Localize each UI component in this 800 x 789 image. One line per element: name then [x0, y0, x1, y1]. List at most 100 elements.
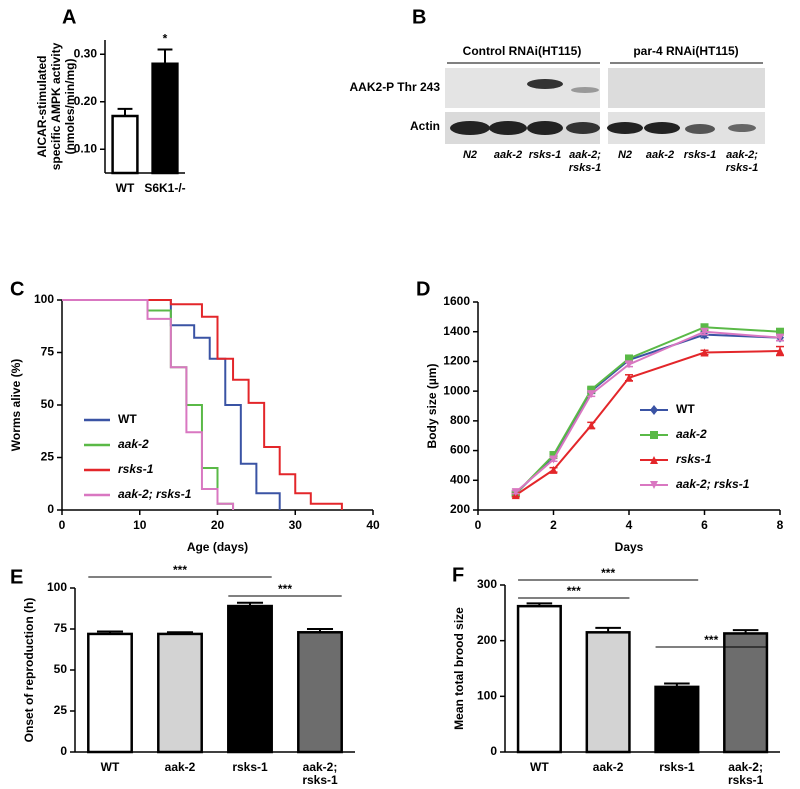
bar: [297, 631, 343, 754]
y-tick-label: 600: [450, 443, 470, 457]
x-tick-label: S6K1-/-: [144, 181, 185, 195]
x-tick-label: 30: [289, 518, 303, 532]
blot-band: [644, 122, 680, 134]
blot-band: [685, 124, 715, 134]
blot-band: [450, 121, 490, 135]
y-axis-label: specific AMPK activity: [49, 42, 63, 170]
y-tick-label: 1600: [443, 294, 470, 308]
legend-label: rsks-1: [118, 462, 154, 476]
x-tick-label: rsks-1: [659, 760, 695, 774]
y-tick-label: 1400: [443, 324, 470, 338]
y-axis-label: Worms alive (%): [9, 359, 23, 451]
lane-label: aak-2; rsks-1: [569, 149, 601, 174]
legend-label: rsks-1: [676, 452, 712, 466]
panel-label: C: [10, 278, 24, 300]
significance: ***: [278, 582, 292, 596]
marker: [776, 327, 784, 336]
line: [515, 326, 781, 495]
marker: [700, 323, 709, 332]
x-tick-label: 6: [701, 518, 708, 532]
marker: [587, 385, 596, 394]
significance: ***: [601, 566, 615, 580]
y-axis-label: Body size (µm): [425, 364, 439, 449]
y-tick-label: 100: [477, 689, 497, 703]
bar: [654, 685, 700, 754]
lane-label: aak-2; rsks-1: [726, 149, 758, 174]
marker: [700, 348, 709, 357]
panel-label: B: [412, 6, 426, 28]
x-tick-label: WT: [101, 760, 120, 774]
y-tick-label: 0: [47, 502, 54, 516]
legend-marker: [650, 405, 658, 415]
panel-label: F: [452, 564, 464, 586]
y-tick-label: 200: [477, 633, 497, 647]
legend-label: aak-2; rsks-1: [676, 477, 750, 491]
y-axis-label: Mean total brood size: [452, 607, 466, 730]
x-axis-label: Age (days): [187, 540, 248, 554]
y-tick-label: 1200: [443, 354, 470, 368]
legend-label: WT: [676, 402, 695, 416]
bar: [87, 632, 133, 754]
significance: *: [163, 32, 168, 46]
bar: [151, 62, 179, 175]
x-tick-label: 20: [211, 518, 225, 532]
marker: [549, 451, 558, 460]
blot-band: [527, 121, 563, 135]
marker: [625, 373, 633, 382]
y-tick-label: 200: [450, 502, 470, 516]
blot-band: [489, 121, 527, 135]
y-tick-label: 50: [54, 662, 68, 676]
blot-band: [566, 122, 600, 134]
survival-line: [62, 299, 235, 510]
marker: [549, 455, 558, 464]
blot-row: AAK2-P Thr 243: [350, 80, 441, 94]
blot-band: [527, 79, 563, 89]
y-tick-label: 0.10: [74, 141, 98, 155]
marker: [700, 327, 709, 336]
x-tick-label: aak-2; rsks-1: [728, 760, 764, 787]
marker: [776, 333, 784, 342]
line: [515, 330, 781, 493]
panel-label: E: [10, 566, 23, 588]
bar: [157, 632, 203, 754]
significance: ***: [567, 584, 581, 598]
y-tick-label: 1000: [443, 383, 470, 397]
x-tick-label: 40: [366, 518, 380, 532]
y-axis-label: Onset of reproduction (h): [22, 598, 36, 743]
bar: [227, 604, 273, 754]
x-tick-label: aak-2; rsks-1: [302, 760, 338, 787]
panel-label: A: [62, 6, 76, 28]
blot-image: [445, 68, 600, 108]
marker: [776, 347, 784, 356]
y-tick-label: 0: [490, 744, 497, 758]
y-tick-label: 800: [450, 413, 470, 427]
lane-label: aak-2: [646, 149, 674, 161]
x-tick-label: aak-2: [593, 760, 624, 774]
marker: [511, 488, 520, 497]
y-tick-label: 100: [34, 292, 54, 306]
blot-group: par-4 RNAi(HT115): [633, 44, 738, 58]
lane-label: N2: [618, 149, 632, 161]
x-tick-label: 0: [59, 518, 66, 532]
legend-label: aak-2: [118, 437, 149, 451]
y-tick-label: 300: [477, 577, 497, 591]
marker: [625, 354, 633, 363]
x-tick-label: WT: [116, 181, 135, 195]
y-tick-label: 25: [41, 450, 55, 464]
y-axis-label: (nmoles/min/mg): [63, 58, 77, 154]
y-tick-label: 0: [60, 744, 67, 758]
blot-images: [445, 62, 765, 144]
lane-label: rsks-1: [529, 149, 561, 161]
blot-image: [608, 68, 765, 108]
x-tick-label: 2: [550, 518, 557, 532]
bar: [585, 631, 631, 754]
legend-label: WT: [118, 412, 137, 426]
legend-marker: [650, 456, 658, 464]
x-tick-label: 4: [626, 518, 633, 532]
legend-marker: [650, 481, 658, 489]
blot-band: [571, 87, 599, 93]
bar: [723, 632, 769, 754]
survival-line: [62, 299, 235, 510]
marker: [587, 390, 596, 399]
